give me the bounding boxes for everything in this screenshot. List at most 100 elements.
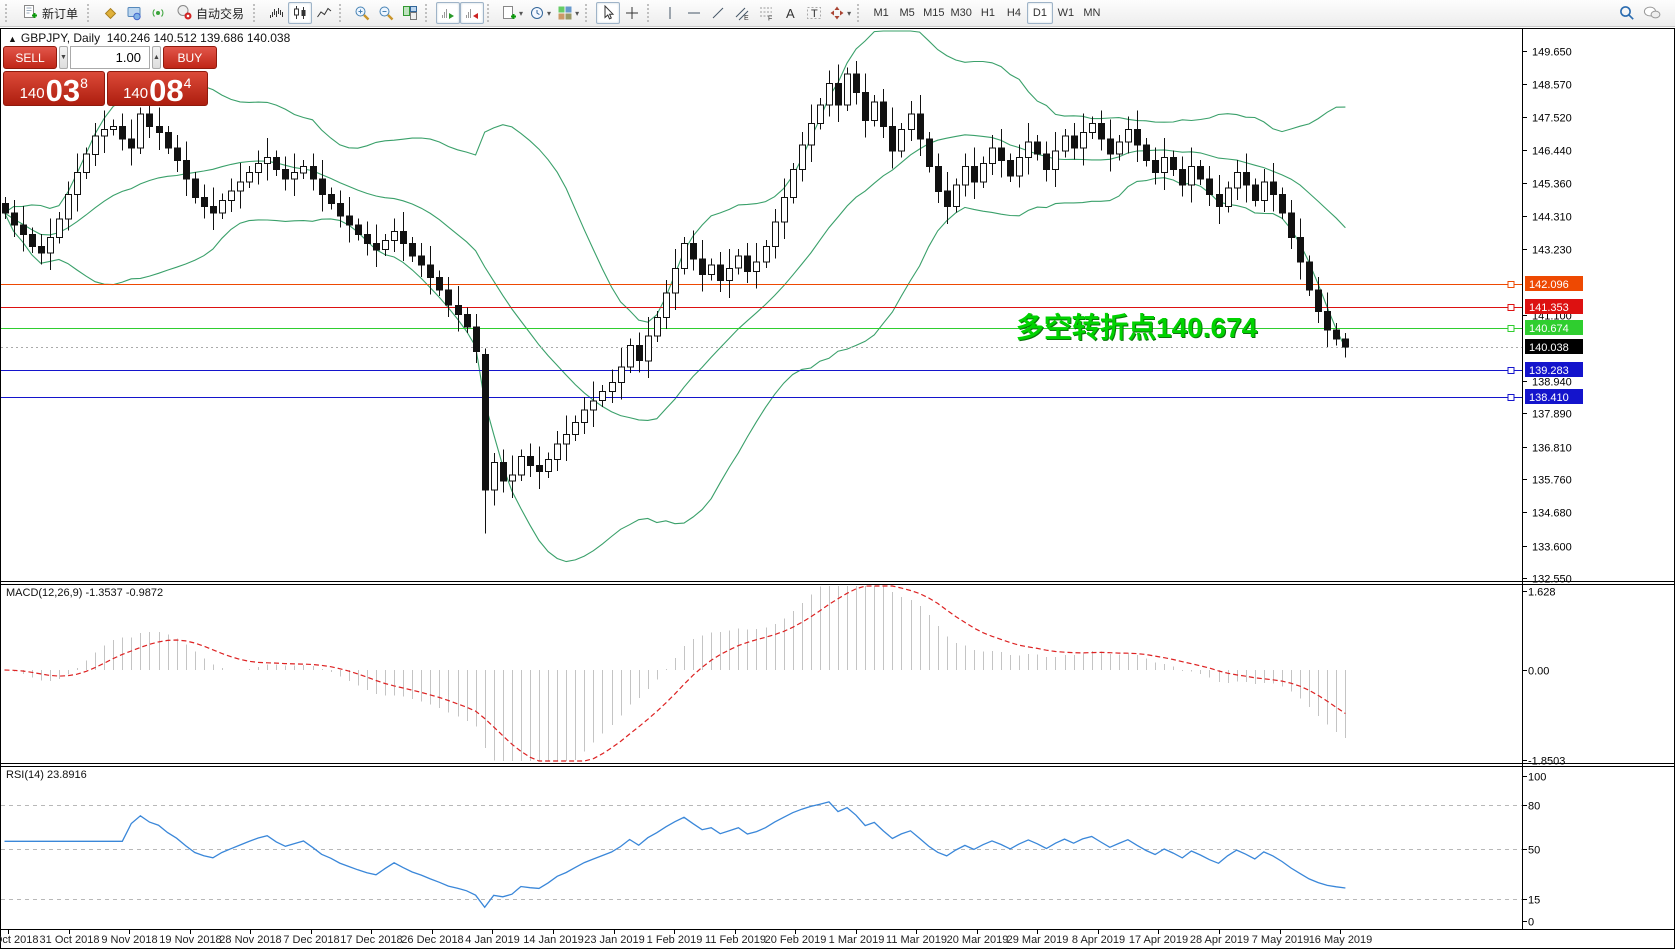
svg-text:141.353: 141.353	[1529, 302, 1569, 314]
volume-decrease-button[interactable]: ▼	[59, 46, 68, 69]
candlestick-button[interactable]	[288, 2, 313, 24]
toolbar-grip[interactable]	[585, 4, 591, 22]
text-label-button[interactable]: T	[802, 2, 826, 24]
broadcast-icon[interactable]	[146, 2, 170, 24]
svg-text:20 Mar 2019: 20 Mar 2019	[947, 934, 1009, 946]
toolbar-grip[interactable]	[5, 4, 11, 22]
fibonacci-button[interactable]: F	[754, 2, 778, 24]
tile-windows-button[interactable]	[398, 2, 422, 24]
bid-prefix: 140	[19, 85, 45, 102]
svg-text:134.680: 134.680	[1532, 508, 1572, 520]
market-watch-icon[interactable]	[122, 2, 146, 24]
volume-increase-button[interactable]: ▲	[151, 46, 161, 69]
timeframe-D1[interactable]: D1	[1026, 2, 1053, 24]
svg-text:147.520: 147.520	[1532, 113, 1572, 125]
svg-text:17 Apr 2019: 17 Apr 2019	[1129, 934, 1188, 946]
autotrading-label: 自动交易	[196, 6, 245, 21]
symbol-period-label: GBPJPY, Daily	[20, 31, 101, 45]
panel-collapse-icon[interactable]: ▲	[8, 34, 17, 44]
bid-big: 03	[45, 73, 81, 108]
svg-text:80: 80	[1528, 801, 1540, 813]
one-click-trading-panel: SELL ▼ ▲ BUY 140 03 8 140 08 4	[3, 46, 217, 106]
volume-input[interactable]	[69, 46, 150, 69]
cursor-button[interactable]	[596, 2, 621, 24]
auto-scroll-button[interactable]	[436, 2, 461, 24]
trendline-button[interactable]	[706, 2, 730, 24]
chart-text-annotation[interactable]: 多空转折点140.674	[1016, 312, 1258, 343]
bar-chart-button[interactable]	[264, 2, 288, 24]
toolbar-grip[interactable]	[87, 4, 93, 22]
chart-shift-button[interactable]	[460, 2, 485, 24]
gold-marker-icon[interactable]	[98, 2, 122, 24]
toolbar-grip[interactable]	[647, 4, 653, 22]
timeframe-M1[interactable]: M1	[868, 2, 894, 24]
svg-text:146.440: 146.440	[1532, 146, 1572, 158]
arrows-button[interactable]: ▾	[826, 2, 854, 24]
templates-button[interactable]: ▾	[554, 2, 582, 24]
svg-text:136.810: 136.810	[1532, 443, 1572, 455]
svg-text:16 May 2019: 16 May 2019	[1309, 934, 1373, 946]
svg-text:143.230: 143.230	[1532, 245, 1572, 257]
new-order-button[interactable]: 新订单	[16, 2, 84, 24]
equidistant-channel-button[interactable]: E	[730, 2, 754, 24]
toolbar-grip[interactable]	[487, 4, 493, 22]
svg-text:15: 15	[1528, 895, 1540, 907]
new-order-label: 新订单	[42, 6, 79, 21]
timeframe-M5[interactable]: M5	[894, 2, 920, 24]
svg-text:23 Jan 2019: 23 Jan 2019	[584, 934, 645, 946]
svg-text:A: A	[786, 6, 795, 21]
buy-label: BUY	[177, 50, 203, 65]
caret-down-icon: ▾	[847, 8, 852, 18]
svg-text:E: E	[744, 15, 749, 21]
svg-text:7 May 2019: 7 May 2019	[1252, 934, 1309, 946]
rsi-indicator-label: RSI(14) 23.8916	[6, 769, 87, 781]
svg-text:8 Apr 2019: 8 Apr 2019	[1072, 934, 1125, 946]
crosshair-button[interactable]	[620, 2, 644, 24]
svg-text:148.570: 148.570	[1532, 80, 1572, 92]
zoom-out-button[interactable]	[374, 2, 398, 24]
timeframe-H1[interactable]: H1	[975, 2, 1001, 24]
timeframe-H4[interactable]: H4	[1001, 2, 1027, 24]
svg-text:1 Feb 2019: 1 Feb 2019	[647, 934, 703, 946]
timeframe-MN[interactable]: MN	[1079, 2, 1105, 24]
autotrading-button[interactable]: 自动交易	[170, 2, 250, 24]
vertical-line-button[interactable]	[658, 2, 682, 24]
svg-text:137.890: 137.890	[1532, 409, 1572, 421]
macd-indicator-label: MACD(12,26,9) -1.3537 -0.9872	[6, 587, 164, 599]
zoom-in-button[interactable]	[350, 2, 374, 24]
sell-button[interactable]: SELL	[3, 46, 57, 69]
svg-text:135.760: 135.760	[1532, 475, 1572, 487]
horizontal-line-button[interactable]	[682, 2, 706, 24]
sell-price-block[interactable]: 140 03 8	[3, 71, 105, 106]
toolbar-grip[interactable]	[339, 4, 345, 22]
search-icon[interactable]	[1615, 2, 1639, 24]
svg-text:14 Jan 2019: 14 Jan 2019	[523, 934, 584, 946]
svg-text:F: F	[768, 16, 772, 22]
text-button[interactable]: A	[778, 2, 802, 24]
caret-down-icon: ▾	[575, 8, 580, 18]
svg-text:138.410: 138.410	[1529, 392, 1569, 404]
svg-text:4 Jan 2019: 4 Jan 2019	[465, 934, 519, 946]
line-chart-button[interactable]	[312, 2, 336, 24]
timeframe-W1[interactable]: W1	[1053, 2, 1079, 24]
bid-sup: 8	[80, 75, 88, 91]
svg-text:138.940: 138.940	[1532, 377, 1572, 389]
ohlc-values: 140.246 140.512 139.686 140.038	[106, 31, 291, 45]
svg-text:20 Feb 2019: 20 Feb 2019	[765, 934, 827, 946]
toolbar-grip[interactable]	[253, 4, 259, 22]
chat-icon[interactable]	[1639, 2, 1665, 24]
indicators-button[interactable]: ▾	[498, 2, 526, 24]
svg-text:1 Mar 2019: 1 Mar 2019	[829, 934, 885, 946]
toolbar-grip[interactable]	[857, 4, 863, 22]
periods-button[interactable]: ▾	[526, 2, 554, 24]
svg-text:26 Dec 2018: 26 Dec 2018	[401, 934, 463, 946]
timeframe-M15[interactable]: M15	[920, 2, 947, 24]
ask-sup: 4	[183, 75, 192, 91]
buy-price-block[interactable]: 140 08 4	[106, 71, 208, 106]
buy-button[interactable]: BUY	[162, 46, 217, 69]
timeframe-M30[interactable]: M30	[948, 2, 975, 24]
toolbar-grip[interactable]	[425, 4, 431, 22]
svg-text:28 Nov 2018: 28 Nov 2018	[219, 934, 281, 946]
